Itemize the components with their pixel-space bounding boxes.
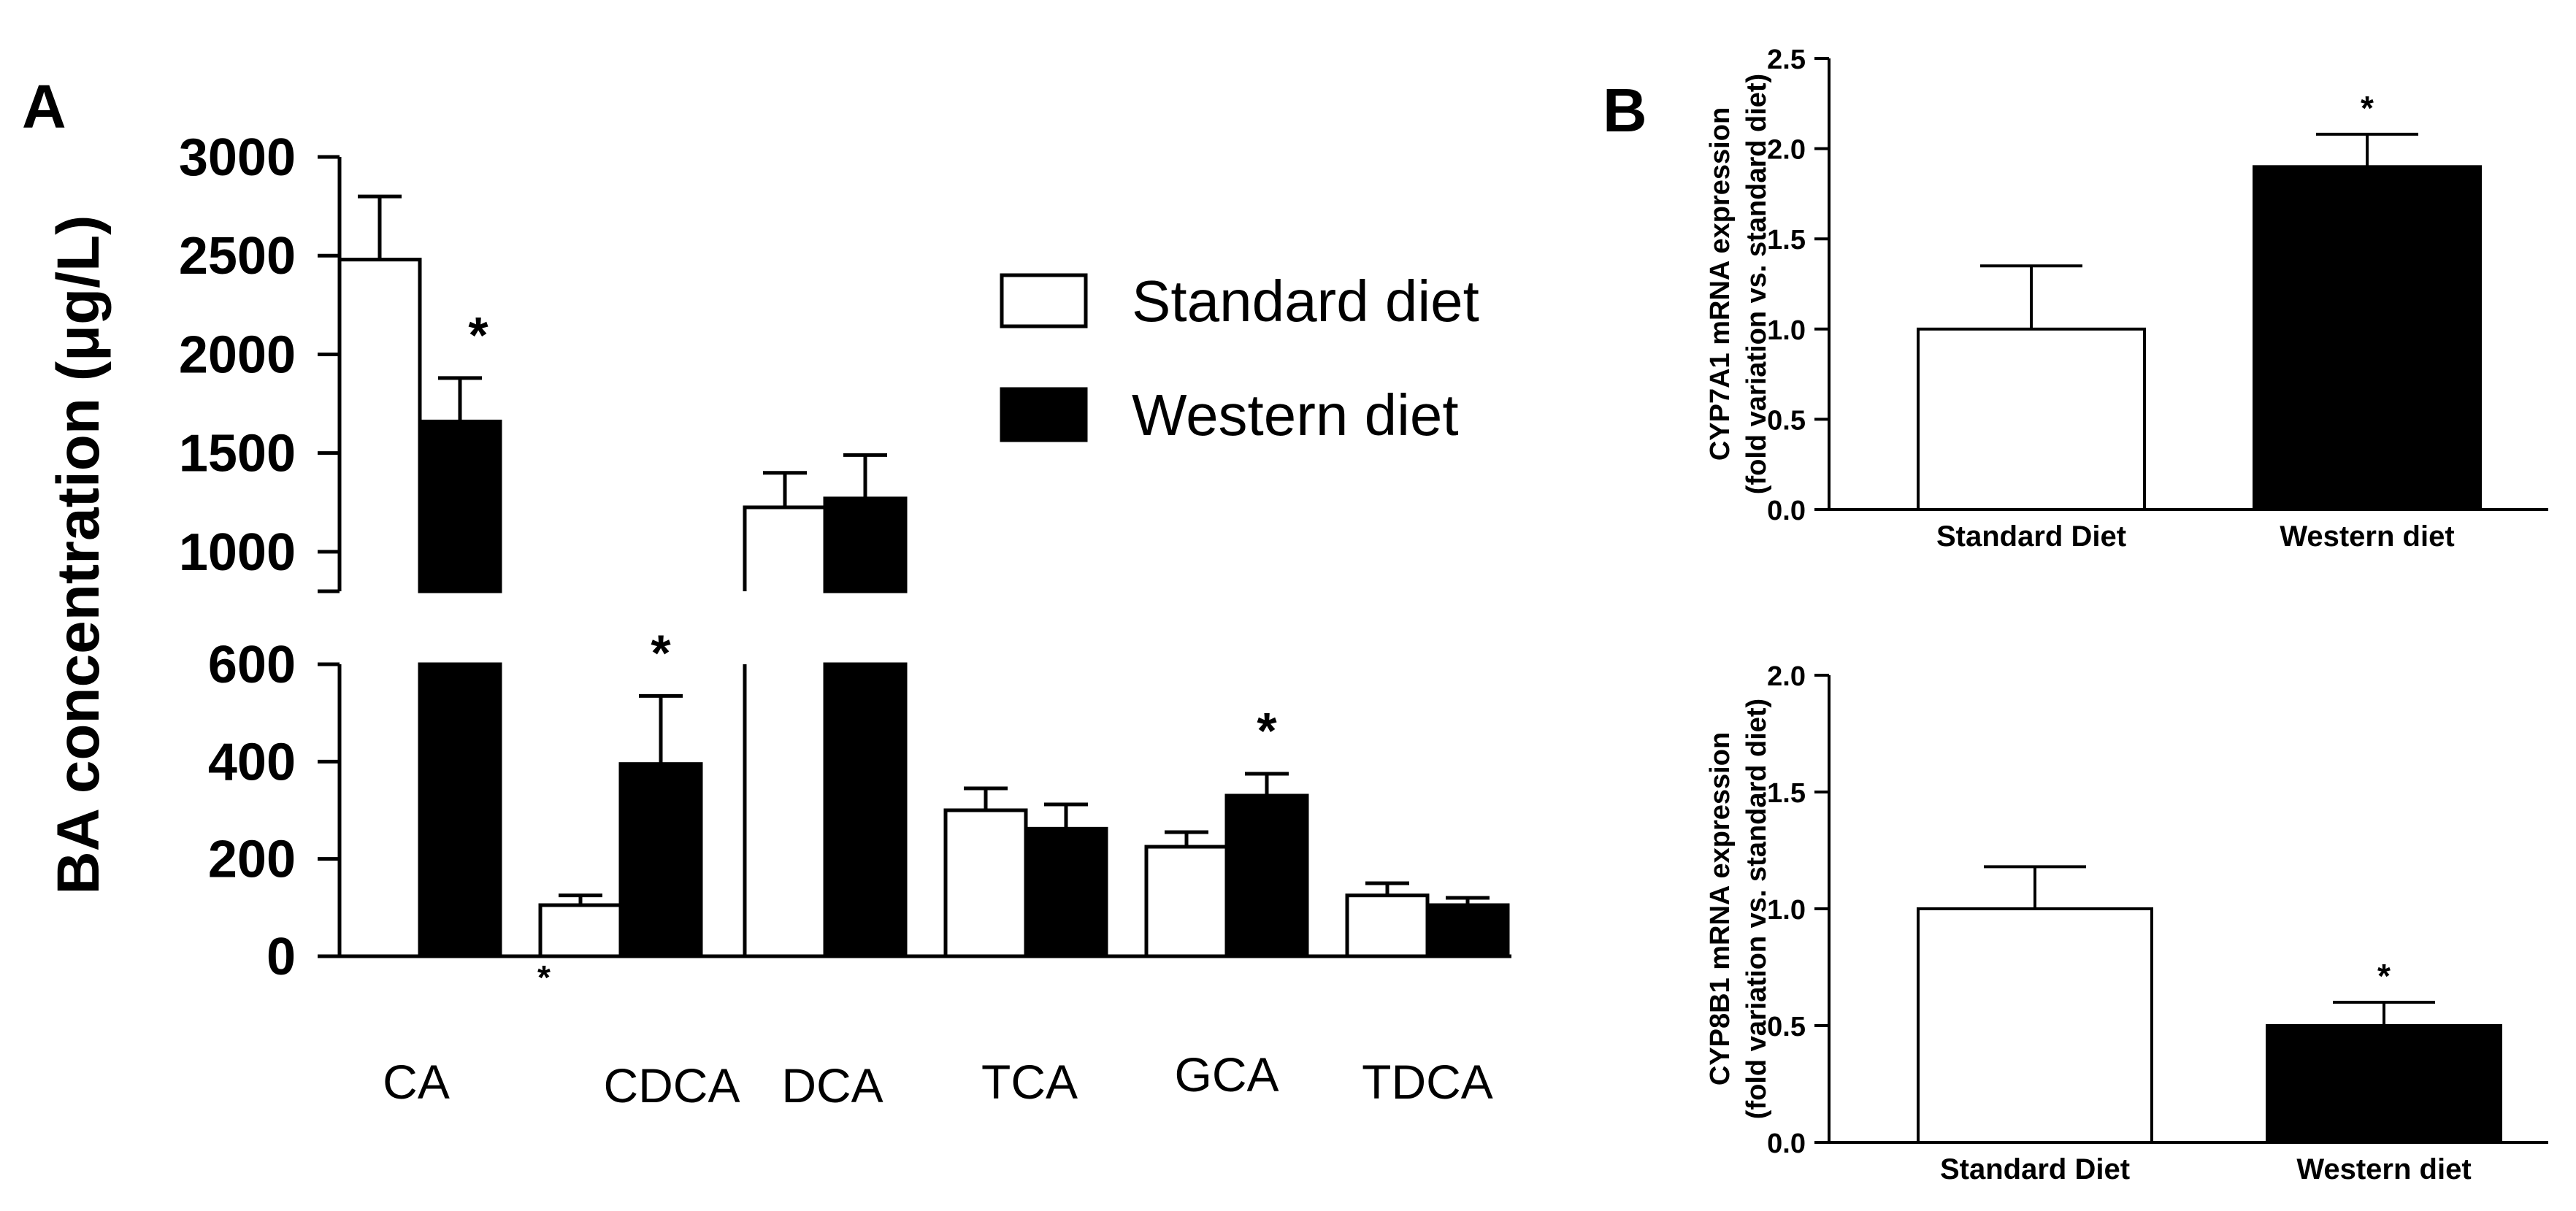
y-tick-label: 3000 (179, 128, 296, 187)
bar (1345, 893, 1430, 958)
significance-star: * (468, 307, 488, 364)
y-tick-label: 2.0 (1767, 135, 1806, 166)
y-axis-label-line1: CYP8B1 mRNA expression (1705, 732, 1736, 1085)
x-category-label: Western diet (2296, 1153, 2471, 1185)
legend-swatch (1000, 273, 1088, 328)
y-tick-label: 0 (267, 928, 296, 986)
panel-label-a: A (22, 72, 66, 141)
y-tick-label: 600 (208, 636, 296, 694)
y-tick-label: 2000 (179, 326, 296, 384)
bar (538, 903, 623, 958)
y-tick-label: 200 (208, 831, 296, 889)
bar-lower-segment (418, 662, 502, 958)
y-tick-label: 0.0 (1767, 1129, 1806, 1159)
y-tick-label: 0.5 (1767, 405, 1806, 436)
bar-upper-segment (823, 496, 908, 593)
y-tick-label: 2.5 (1767, 45, 1806, 75)
panel-label-b: B (1603, 76, 1647, 145)
legend-label: Standard diet (1132, 269, 1479, 334)
chart-b-cyp7a1: 0.0 0.5 1.0 1.5 2.0 2.5 CYP7A1 mRNA expression… (1705, 45, 2548, 553)
y-tick-label: 0.0 (1767, 496, 1806, 526)
bar (2253, 165, 2482, 511)
x-category-label: TDCA (1362, 1055, 1493, 1109)
x-category-label: DCA (781, 1058, 883, 1112)
chart-a: 0 200 400 600 1000 1500 2000 2500 3000 BA concent… (45, 128, 1511, 1112)
x-category-label: CDCA (603, 1058, 740, 1112)
y-tick-label: 400 (208, 733, 296, 791)
y-tick-label: 1500 (179, 425, 296, 483)
bar-lower-edge (743, 664, 827, 956)
bar (1425, 903, 1510, 958)
x-category-label: TCA (981, 1055, 1078, 1109)
y-axis-label-line1: CYP7A1 mRNA expression (1705, 107, 1736, 461)
bar-upper-segment (337, 258, 422, 591)
x-category-label: Standard Diet (1940, 1153, 2130, 1185)
y-tick-label: 1.0 (1767, 315, 1806, 346)
bar (1224, 793, 1309, 958)
y-axis-label: BA concentration (μg/L) (45, 215, 112, 895)
significance-star: * (651, 624, 671, 681)
bar (618, 762, 703, 958)
note-mark: * (537, 958, 551, 996)
y-tick-label: 1.0 (1767, 895, 1806, 926)
bar-lower-edge (337, 664, 422, 956)
bar (1144, 845, 1229, 958)
bar-upper-segment (418, 419, 502, 593)
significance-star: * (1257, 702, 1277, 759)
bar-upper-segment (743, 505, 827, 591)
bar (1917, 327, 2146, 511)
y-tick-label: 1.5 (1767, 778, 1806, 809)
y-axis-label-line2: (fold variation vs. standard diet) (1741, 74, 1772, 494)
x-category-label: Western diet (2280, 520, 2454, 553)
y-tick-label: 2500 (179, 227, 296, 285)
legend-label: Western diet (1132, 382, 1459, 447)
x-category-label: GCA (1174, 1047, 1279, 1102)
chart-b-cyp8b1: 0.0 0.5 1.0 1.5 2.0 CYP8B1 mRNA expression (fo… (1705, 661, 2548, 1185)
legend-swatch (1000, 387, 1088, 442)
bar (1024, 826, 1108, 958)
x-category-label: CA (383, 1055, 450, 1109)
y-tick-label: 1.5 (1767, 225, 1806, 255)
significance-star: * (2377, 957, 2391, 995)
bar (2266, 1024, 2502, 1144)
y-tick-label: 0.5 (1767, 1012, 1806, 1042)
y-axis-label-line2: (fold variation vs. standard diet) (1741, 699, 1772, 1119)
bar-lower-segment (823, 662, 908, 958)
x-category-label: Standard Diet (1936, 520, 2126, 553)
y-tick-label: 1000 (179, 523, 296, 582)
bar (943, 808, 1028, 958)
bar (1917, 907, 2153, 1144)
significance-star: * (2361, 89, 2374, 127)
y-tick-label: 2.0 (1767, 661, 1806, 692)
